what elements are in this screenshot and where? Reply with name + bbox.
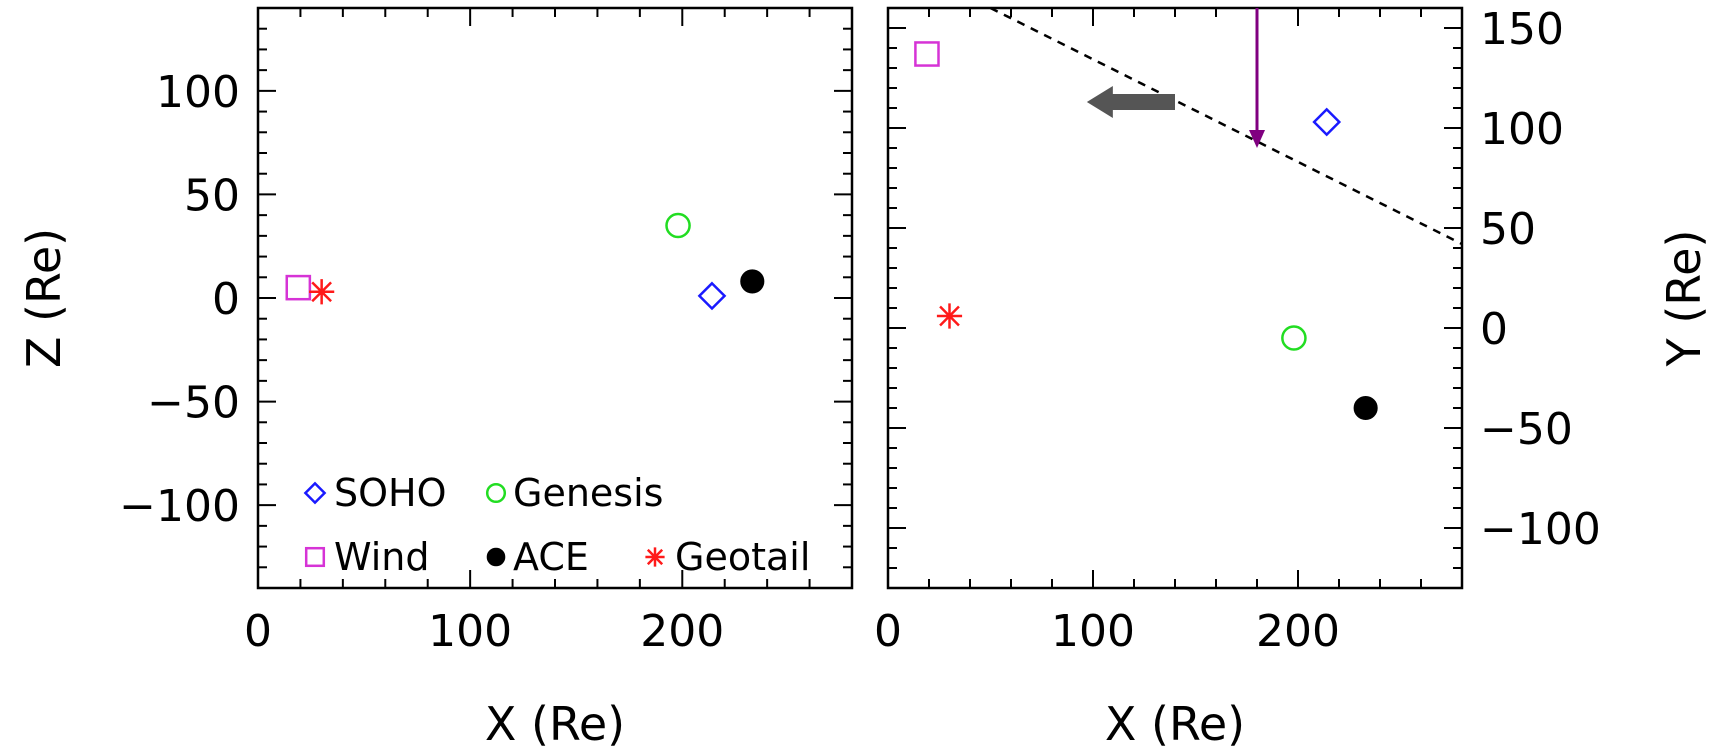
y-tick-label: 150 [1480, 4, 1564, 55]
data-point-genesis [1282, 326, 1305, 349]
data-point-soho [1314, 109, 1339, 134]
panel-xy: 0 100 200 150 100 50 0 −50 −100 X (Re) Y (Re) [874, 4, 1711, 751]
x-tick-label: 0 [874, 606, 902, 657]
panel-xz: 0 100 200 100 50 0 −50 −100 X (Re) Z (Re) SOHO Gene… [17, 8, 852, 751]
x-tick-label: 200 [640, 606, 724, 657]
y-tick-label: −100 [119, 481, 240, 532]
y-tick-label: −100 [1480, 504, 1601, 555]
legend: SOHO Genesis Wind ACE Geotail [305, 471, 810, 579]
boundary-dashed-line [991, 8, 1463, 244]
legend-label-ace: ACE [513, 535, 589, 579]
legend-label-genesis: Genesis [513, 471, 663, 515]
x-tick-label: 0 [244, 606, 272, 657]
x-tick-label: 200 [1256, 606, 1340, 657]
legend-label-soho: SOHO [334, 471, 447, 515]
legend-label-wind: Wind [334, 535, 430, 579]
data-point-soho [699, 283, 724, 308]
y-tick-label: −50 [147, 378, 240, 429]
x-axis-label: X (Re) [1105, 697, 1245, 751]
y-tick-label: −50 [1480, 404, 1573, 455]
y-axis-label: Y (Re) [1657, 230, 1711, 368]
data-point-wind [915, 42, 938, 65]
legend-marker-geotail [645, 547, 664, 566]
y-tick-label: 0 [1480, 304, 1508, 355]
x-tick-label: 100 [428, 606, 512, 657]
x-tick-label: 100 [1051, 606, 1135, 657]
data-point-geotail [937, 303, 962, 328]
x-axis-label: X (Re) [485, 697, 625, 751]
legend-marker-soho [305, 483, 324, 502]
gray-block-arrow [1087, 86, 1175, 118]
y-axis-label: Z (Re) [17, 228, 71, 368]
legend-label-geotail: Geotail [675, 535, 810, 579]
y-tick-label: 100 [156, 67, 240, 118]
y-tick-label: 50 [1480, 204, 1536, 255]
data-point-geotail [309, 279, 334, 304]
y-tick-label: 50 [184, 170, 240, 221]
data-point-ace [1354, 396, 1377, 419]
legend-marker-genesis [487, 484, 505, 502]
data-point-wind [287, 276, 310, 299]
legend-marker-ace [487, 548, 505, 566]
data-point-ace [741, 270, 764, 293]
data-point-genesis [666, 214, 689, 237]
legend-marker-wind [306, 548, 324, 566]
y-tick-label: 100 [1480, 104, 1564, 155]
y-tick-label: 0 [212, 274, 240, 325]
